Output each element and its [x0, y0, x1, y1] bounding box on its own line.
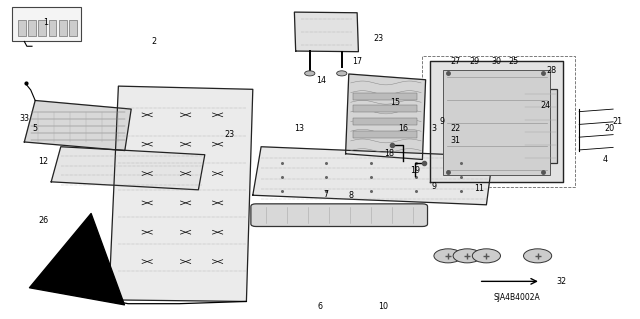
- Text: 22: 22: [451, 124, 461, 133]
- Text: 18: 18: [384, 149, 394, 158]
- Text: 15: 15: [390, 98, 401, 107]
- Text: 7: 7: [324, 190, 329, 199]
- Text: 9: 9: [439, 117, 444, 126]
- Text: 11: 11: [474, 184, 484, 193]
- Circle shape: [472, 249, 500, 263]
- Text: 23: 23: [224, 130, 234, 139]
- Text: 14: 14: [316, 76, 326, 85]
- Bar: [59, 20, 67, 36]
- Text: 13: 13: [294, 124, 305, 133]
- Text: 16: 16: [398, 124, 408, 133]
- Circle shape: [337, 71, 347, 76]
- Text: 29: 29: [470, 57, 480, 66]
- Text: 10: 10: [378, 302, 388, 311]
- Bar: [443, 70, 550, 175]
- Polygon shape: [109, 86, 253, 301]
- Polygon shape: [51, 147, 205, 190]
- Text: 23: 23: [374, 34, 384, 43]
- Text: 28: 28: [547, 66, 557, 75]
- Text: 4: 4: [602, 155, 607, 164]
- Text: 26: 26: [38, 216, 49, 225]
- Text: 3: 3: [431, 124, 436, 133]
- Bar: [524, 89, 557, 163]
- Circle shape: [305, 71, 315, 76]
- Text: 19: 19: [410, 166, 420, 175]
- Text: 27: 27: [451, 57, 461, 66]
- Text: SJA4B4002A: SJA4B4002A: [493, 293, 541, 302]
- Text: 30: 30: [491, 57, 501, 66]
- Bar: [353, 93, 417, 100]
- Bar: [353, 118, 417, 125]
- Bar: [353, 131, 417, 138]
- Text: 12: 12: [38, 157, 49, 166]
- Circle shape: [434, 249, 462, 263]
- Text: 9: 9: [431, 182, 436, 191]
- Text: 5: 5: [33, 124, 38, 133]
- Text: 1: 1: [44, 18, 49, 27]
- Polygon shape: [253, 147, 493, 205]
- Text: FR.: FR.: [61, 253, 81, 272]
- Text: 25: 25: [508, 57, 518, 66]
- Bar: [422, 56, 575, 187]
- Bar: [353, 105, 417, 112]
- Text: 8: 8: [348, 191, 353, 200]
- Bar: [12, 7, 81, 41]
- FancyBboxPatch shape: [251, 204, 428, 226]
- Polygon shape: [24, 100, 131, 151]
- Text: 21: 21: [612, 117, 623, 126]
- Bar: [49, 20, 56, 36]
- Text: 33: 33: [19, 114, 29, 123]
- Bar: [38, 20, 46, 36]
- Circle shape: [453, 249, 481, 263]
- Bar: [28, 20, 36, 36]
- Polygon shape: [346, 74, 426, 160]
- Polygon shape: [294, 12, 358, 52]
- Text: 17: 17: [352, 57, 362, 66]
- Polygon shape: [430, 61, 563, 182]
- Bar: [18, 20, 26, 36]
- Text: 32: 32: [557, 277, 567, 286]
- Bar: [69, 20, 77, 36]
- Circle shape: [524, 249, 552, 263]
- Text: 20: 20: [604, 124, 614, 133]
- Text: 24: 24: [540, 101, 550, 110]
- Text: 31: 31: [451, 137, 461, 145]
- Text: 2: 2: [151, 37, 156, 46]
- Text: 6: 6: [317, 302, 323, 311]
